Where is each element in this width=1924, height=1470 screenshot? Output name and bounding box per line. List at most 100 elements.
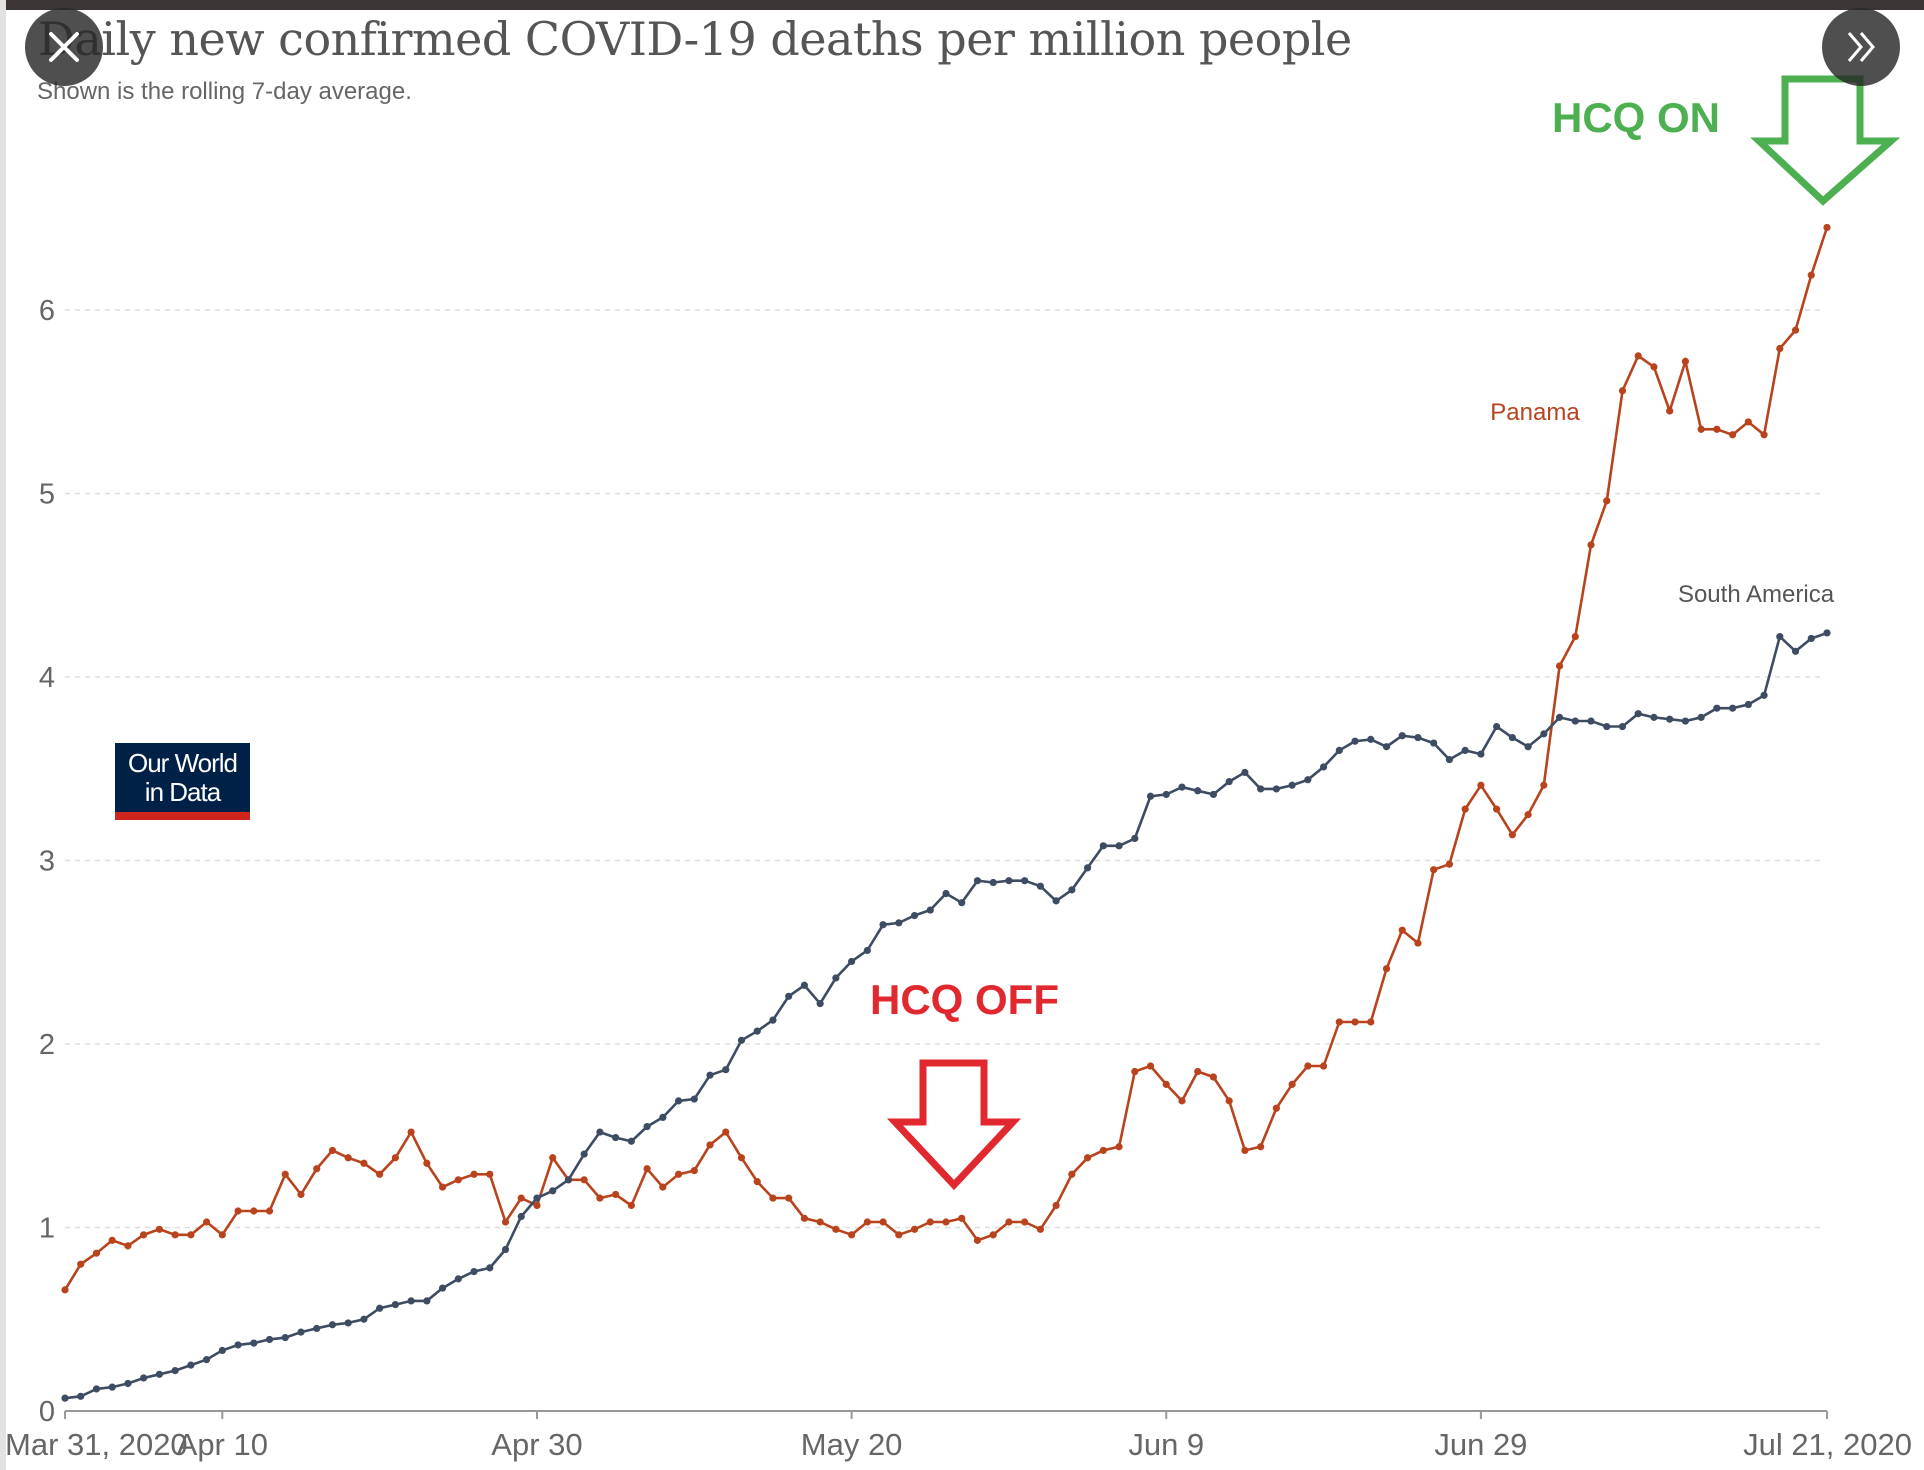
left-edge <box>0 0 6 1470</box>
data-point <box>926 1218 934 1226</box>
data-point <box>1162 790 1170 799</box>
data-point <box>140 1231 148 1239</box>
data-point <box>1508 733 1516 742</box>
data-point <box>1146 792 1155 800</box>
data-point <box>407 1297 415 1305</box>
data-point <box>486 1264 494 1272</box>
y-tick-label: 2 <box>39 1029 55 1061</box>
x-tick-label: Mar 31, 2020 <box>5 1427 188 1462</box>
data-point <box>1618 387 1627 395</box>
data-point <box>1524 743 1532 751</box>
data-point <box>486 1170 494 1178</box>
data-point <box>769 1194 777 1202</box>
data-point <box>1272 785 1280 793</box>
data-point <box>1461 746 1469 755</box>
data-point <box>910 911 919 920</box>
data-point <box>501 1218 510 1226</box>
data-point <box>297 1190 305 1199</box>
data-point <box>612 1133 620 1142</box>
data-point <box>942 1218 950 1226</box>
data-point <box>250 1339 258 1347</box>
data-point <box>832 1225 840 1233</box>
data-point <box>958 899 966 907</box>
x-tick-label: Jun 29 <box>1434 1427 1527 1462</box>
hcq-on-arrow-icon <box>1750 75 1901 206</box>
data-point <box>1555 713 1564 721</box>
data-point <box>202 1218 211 1226</box>
data-point <box>1288 1080 1296 1088</box>
series-lines <box>61 223 1831 1402</box>
data-point <box>1681 717 1690 725</box>
data-point <box>61 1286 69 1294</box>
data-point <box>438 1183 447 1191</box>
data-point <box>391 1154 399 1162</box>
data-point <box>1272 1104 1280 1112</box>
data-point <box>1162 1080 1170 1088</box>
data-point <box>108 1383 116 1391</box>
data-point <box>1445 755 1454 764</box>
data-point <box>643 1165 651 1173</box>
data-point <box>1540 781 1548 789</box>
close-button[interactable] <box>25 8 103 86</box>
series-label-south-america: South America <box>1678 581 1835 608</box>
data-point <box>1571 633 1579 641</box>
data-point <box>1178 783 1186 791</box>
data-point <box>627 1137 635 1145</box>
data-point <box>344 1319 352 1327</box>
data-point <box>879 1218 887 1226</box>
data-point <box>1398 926 1406 934</box>
data-point <box>1398 732 1406 740</box>
data-point <box>1021 1218 1029 1226</box>
data-point <box>1099 1146 1107 1155</box>
data-point <box>659 1113 667 1121</box>
data-point <box>1414 939 1422 947</box>
data-point <box>785 1194 793 1202</box>
next-button[interactable] <box>1822 8 1900 86</box>
data-point <box>863 1218 871 1226</box>
data-point <box>1083 1154 1092 1162</box>
data-point <box>1351 737 1359 745</box>
data-point <box>753 1178 761 1186</box>
data-point <box>674 1097 683 1105</box>
data-point <box>674 1170 683 1178</box>
data-point <box>1508 831 1516 839</box>
data-point <box>218 1346 226 1355</box>
data-point <box>1776 633 1784 641</box>
data-point <box>612 1190 620 1199</box>
data-point <box>297 1328 305 1336</box>
data-point <box>1005 1218 1013 1226</box>
data-point <box>1068 886 1076 894</box>
data-point <box>1760 431 1768 439</box>
data-point <box>1461 805 1469 813</box>
data-point <box>1115 842 1123 850</box>
series-line-panama <box>63 226 1829 1291</box>
y-tick-label: 6 <box>39 295 55 327</box>
data-point <box>1587 717 1595 725</box>
data-point <box>1666 407 1674 415</box>
data-point <box>517 1194 525 1202</box>
data-point <box>926 906 934 914</box>
data-point <box>1319 1062 1328 1070</box>
data-point <box>895 919 903 927</box>
data-point <box>1571 717 1579 725</box>
data-point <box>1209 1073 1218 1081</box>
top-bar <box>0 0 1924 10</box>
data-point <box>454 1275 462 1283</box>
data-point <box>501 1245 510 1254</box>
data-point <box>706 1071 714 1079</box>
data-point <box>1241 768 1249 777</box>
double-chevron-right-icon <box>1847 32 1875 62</box>
series-panama <box>61 223 1831 1294</box>
data-point <box>816 1218 824 1226</box>
data-point <box>1319 763 1328 771</box>
data-point <box>1430 739 1438 747</box>
data-point <box>1005 877 1013 885</box>
data-point <box>706 1141 714 1149</box>
y-axis-labels: 0 1 2 3 4 5 6 <box>39 295 55 1428</box>
data-point <box>1194 1067 1202 1076</box>
x-tick-label: Apr 30 <box>491 1427 582 1462</box>
data-point <box>989 878 997 887</box>
data-point <box>1052 1201 1060 1210</box>
